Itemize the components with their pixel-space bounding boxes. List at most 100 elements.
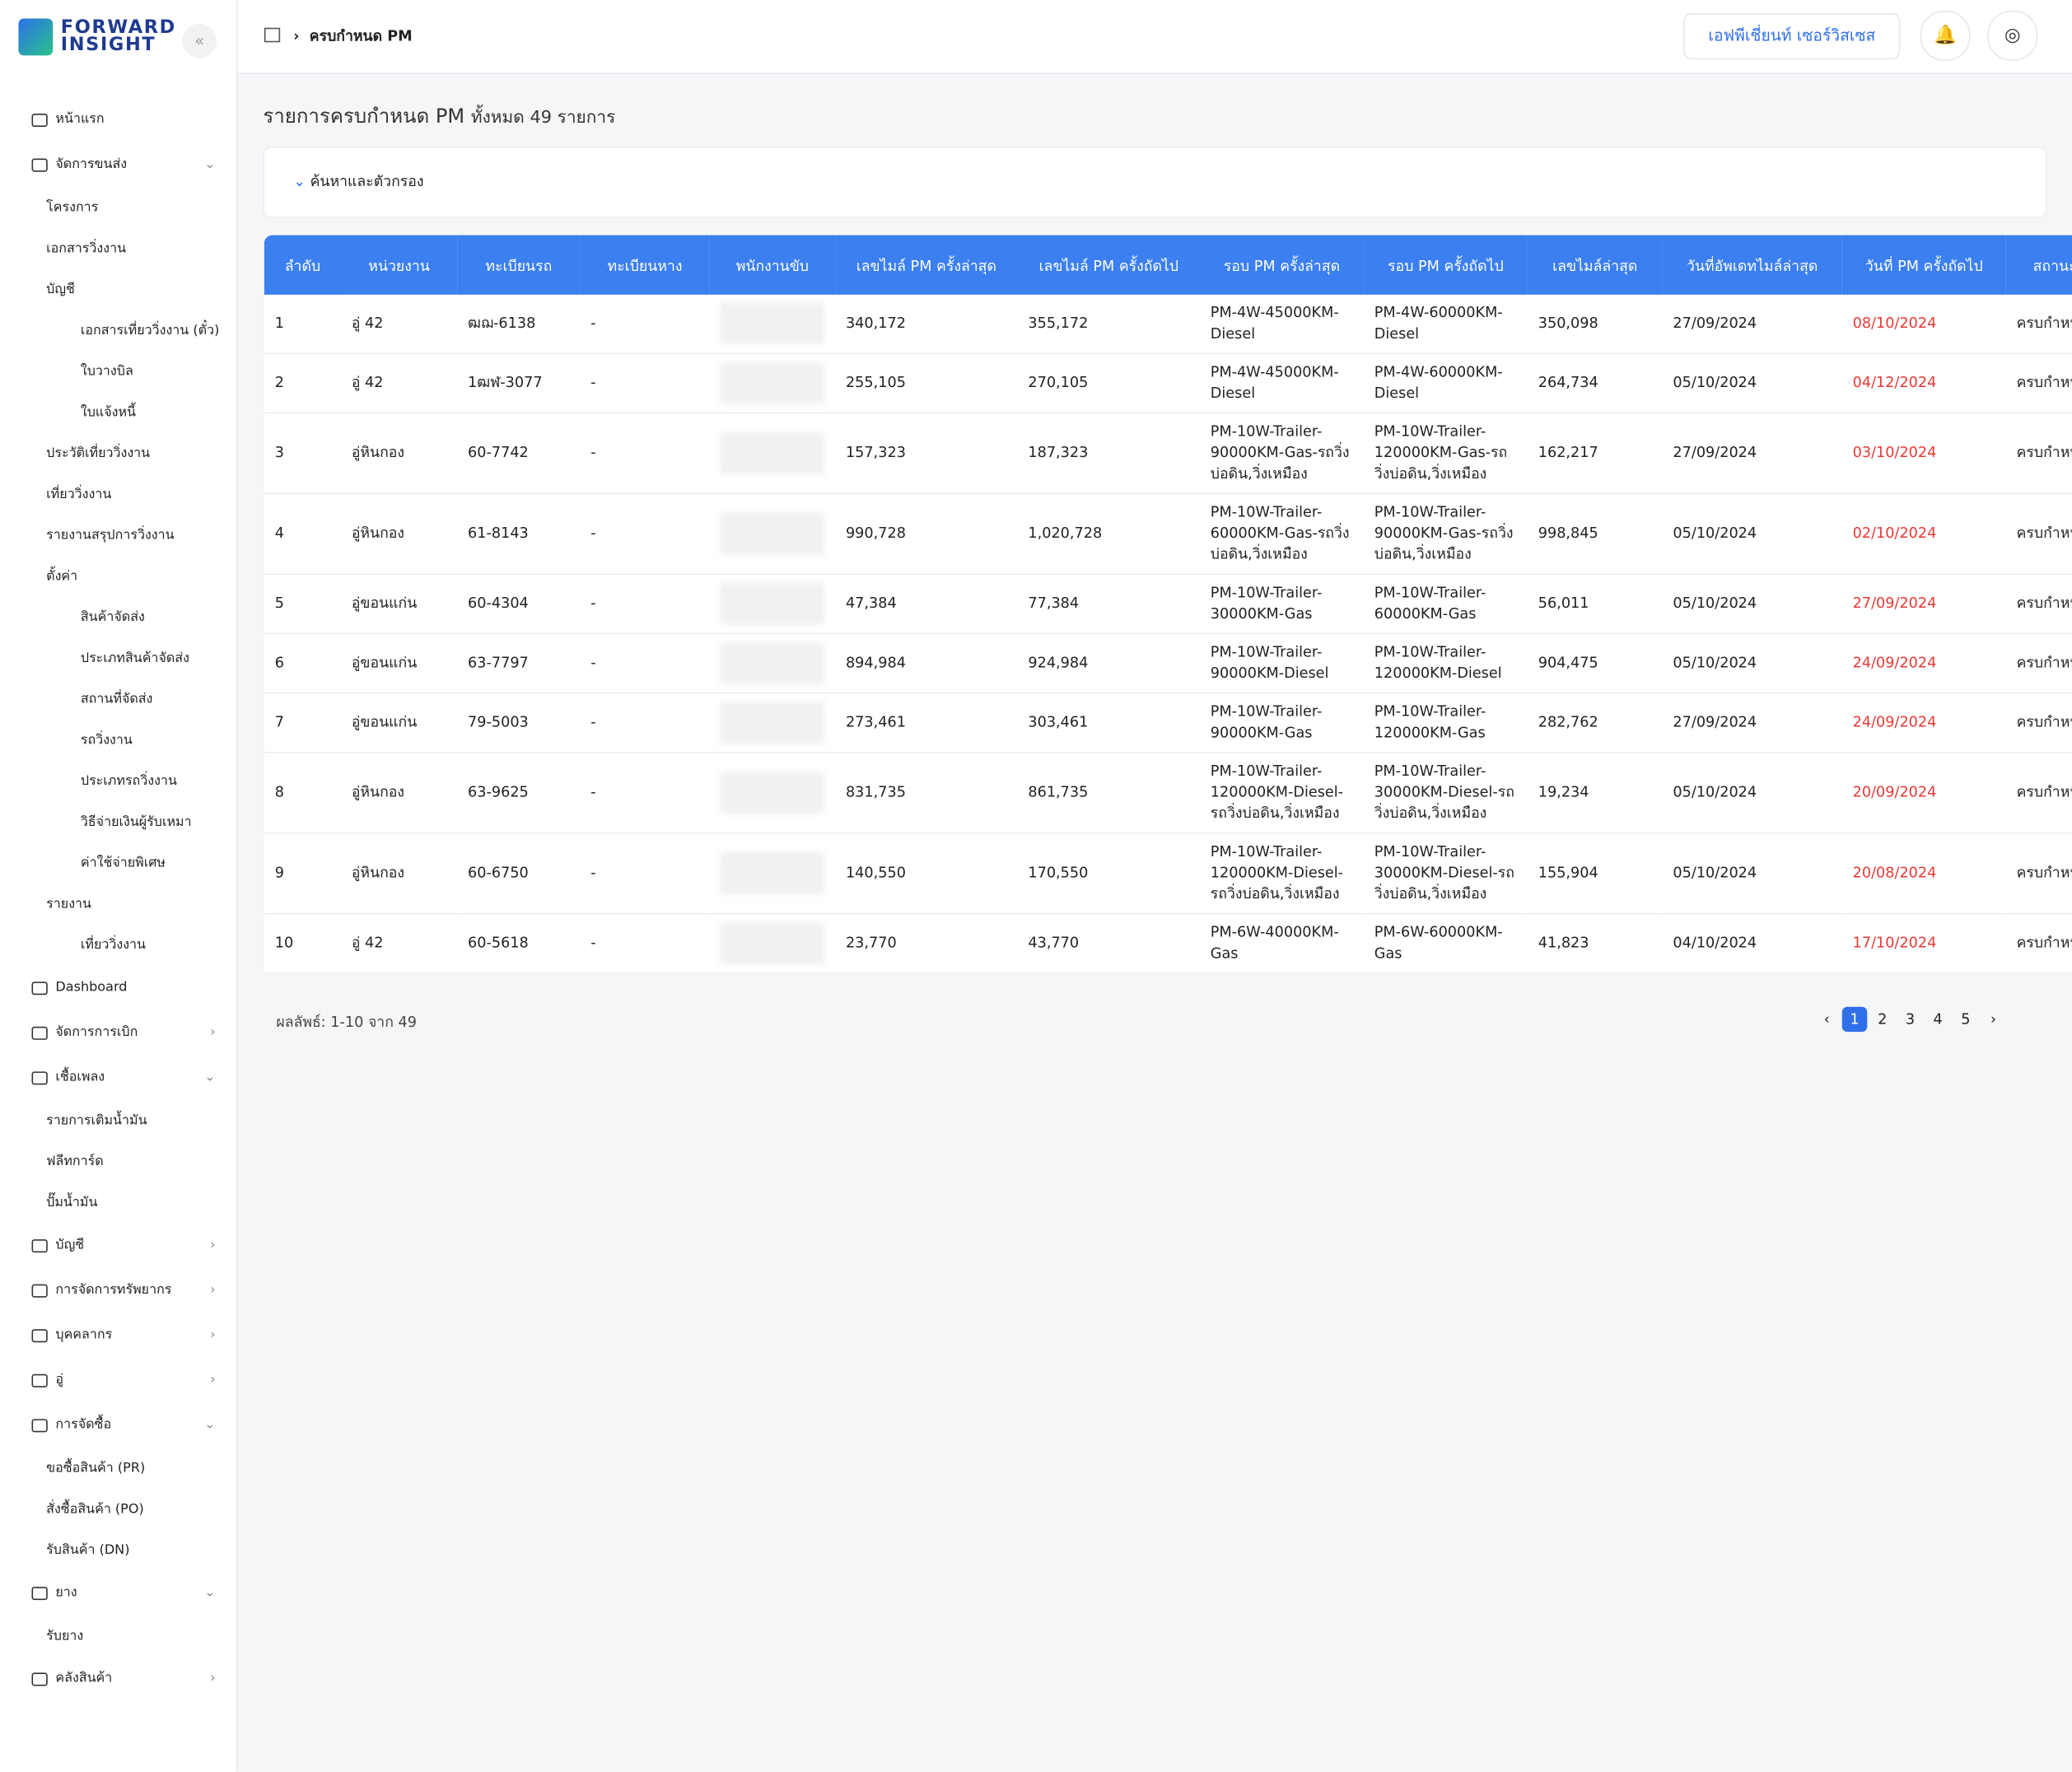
cell: 990,728 bbox=[835, 493, 1018, 575]
menu-item[interactable]: การจัดการทรัพยากร › bbox=[0, 1268, 236, 1313]
menu-item[interactable]: ปั๊มน้ำมัน bbox=[0, 1182, 236, 1224]
cell: 340,172 bbox=[835, 294, 1018, 355]
menu-item[interactable]: สั่งซื้อสินค้า (PO) bbox=[0, 1489, 236, 1530]
cell: 77,384 bbox=[1017, 574, 1200, 635]
menu-item[interactable]: เชื้อเพลง ⌄ bbox=[0, 1056, 236, 1101]
menu-item[interactable]: Dashboard bbox=[0, 966, 236, 1011]
column-header: เลขไมล์ PM ครั้งล่าสุด bbox=[835, 235, 1018, 295]
redacted bbox=[720, 431, 825, 475]
title: รายการครบกำหนด PM bbox=[263, 104, 465, 128]
cell: PM-10W-Trailer-90000KM-Gas bbox=[1199, 692, 1364, 753]
menu-item[interactable]: บัญชี bbox=[0, 269, 236, 310]
breadcrumb: › ครบกำหนด PM bbox=[264, 24, 413, 48]
prev-page[interactable]: ‹ bbox=[1823, 1010, 1830, 1028]
cell: 1ฒฬ-3077 bbox=[457, 353, 581, 414]
cell: อู่หินกอง bbox=[340, 832, 458, 915]
menu-item[interactable]: เอกสารวิ่งงาน bbox=[0, 229, 236, 270]
menu-item[interactable]: บัญชี › bbox=[0, 1224, 236, 1269]
menu-item[interactable]: ใบวางบิล bbox=[0, 352, 236, 393]
cell: อู่ 42 bbox=[340, 913, 458, 974]
cell: ครบกำหนด bbox=[2005, 574, 2072, 635]
cell: 355,172 bbox=[1017, 294, 1200, 355]
menu-item[interactable]: ใบแจ้งหนี้ bbox=[0, 393, 236, 434]
menu-label: เอกสารเที่ยววิ่งงาน (ตั๋ว) bbox=[80, 324, 220, 338]
menu-label: ขอซื้อสินค้า (PR) bbox=[46, 1461, 146, 1476]
collapse-button[interactable]: « bbox=[182, 23, 217, 58]
cell: - bbox=[580, 692, 710, 753]
menu-item[interactable]: ตั้งค่า bbox=[0, 557, 236, 598]
menu-item[interactable]: รถวิ่งงาน bbox=[0, 720, 236, 762]
menu-label: สั่งซื้อสินค้า (PO) bbox=[46, 1502, 144, 1518]
menu-item[interactable]: บุคคลากร › bbox=[0, 1313, 236, 1359]
cell: 60-7742 bbox=[457, 413, 581, 495]
cell: PM-10W-Trailer-30000KM-Diesel-รถวิ่งบ่อด… bbox=[1363, 832, 1528, 915]
menu-item[interactable]: โครงการ bbox=[0, 188, 236, 229]
cell: อู่ 42 bbox=[340, 294, 458, 355]
cell: 61-8143 bbox=[457, 493, 581, 575]
driver-cell bbox=[709, 574, 836, 635]
menu-label: ฟลีทการ์ด bbox=[46, 1154, 104, 1170]
menu-item[interactable]: รายงานสรุปการวิ่งงาน bbox=[0, 515, 236, 557]
menu-item[interactable]: ประวัติเที่ยววิ่งงาน bbox=[0, 433, 236, 474]
menu-item[interactable]: ยาง ⌄ bbox=[0, 1571, 236, 1616]
menu-label: อู่ bbox=[55, 1373, 64, 1387]
menu-item[interactable]: การจัดซื้อ ⌄ bbox=[0, 1403, 236, 1448]
menu-item[interactable]: รายงาน bbox=[0, 884, 236, 925]
cell: 255,105 bbox=[835, 353, 1018, 414]
page-button[interactable]: 3 bbox=[1905, 1010, 1916, 1028]
cell: 60-4304 bbox=[457, 574, 581, 635]
menu-item[interactable]: จัดการการเบิก › bbox=[0, 1011, 236, 1056]
cell: 63-9625 bbox=[457, 752, 581, 834]
menu-item[interactable]: ฟลีทการ์ด bbox=[0, 1141, 236, 1182]
page-button[interactable]: 1 bbox=[1841, 1006, 1868, 1033]
menu-item[interactable]: เที่ยววิ่งงาน bbox=[0, 474, 236, 515]
menu-item[interactable]: ค่าใช้จ่ายพิเศษ bbox=[0, 843, 236, 884]
menu-item[interactable]: หน้าแรก bbox=[0, 98, 236, 143]
column-header: รอบ PM ครั้งถัดไป bbox=[1363, 235, 1528, 295]
cell: 63-7797 bbox=[457, 633, 581, 694]
menu-label: ประเภทสินค้าจัดส่ง bbox=[80, 651, 189, 666]
notifications[interactable]: 🔔 bbox=[1920, 10, 1971, 61]
cell: ฒฌ-6138 bbox=[457, 294, 581, 355]
filter-panel[interactable]: ⌄ ค้นหาและตัวกรอง bbox=[263, 147, 2047, 218]
menu-item[interactable]: สถานที่จัดส่ง bbox=[0, 679, 236, 720]
cell: 9 bbox=[264, 832, 341, 915]
page-button[interactable]: 5 bbox=[1961, 1010, 1971, 1028]
menu-item[interactable]: สินค้าจัดส่ง bbox=[0, 597, 236, 638]
cell: PM-10W-Trailer-120000KM-Diesel-รถวิ่งบ่อ… bbox=[1199, 752, 1364, 834]
menu-item[interactable]: รับยาง bbox=[0, 1616, 236, 1657]
filter-label: ค้นหาและตัวกรอง bbox=[310, 173, 424, 191]
menu-item[interactable]: ขอซื้อสินค้า (PR) bbox=[0, 1448, 236, 1490]
company-select[interactable]: เอฟพีเชี่ยนท์ เซอร์วิสเซส bbox=[1683, 13, 1901, 60]
menu-item[interactable]: จัดการขนส่ง ⌄ bbox=[0, 142, 236, 188]
cell: 998,845 bbox=[1527, 493, 1663, 575]
menu-label: รายงานสรุปการวิ่งงาน bbox=[46, 528, 175, 543]
menu-item[interactable]: ประเภทสินค้าจัดส่ง bbox=[0, 638, 236, 679]
menu-item[interactable]: วิธีจ่ายเงินผู้รับเหมา bbox=[0, 802, 236, 843]
cell: 60-6750 bbox=[457, 832, 581, 915]
menu-label: จัดการขนส่ง bbox=[55, 156, 128, 172]
menu-item[interactable]: รายการเติมน้ำมัน bbox=[0, 1101, 236, 1142]
page-button[interactable]: 4 bbox=[1933, 1010, 1943, 1028]
cell: 08/10/2024 bbox=[1841, 294, 2006, 355]
cell: PM-6W-60000KM-Gas bbox=[1363, 913, 1528, 974]
redacted bbox=[720, 582, 825, 625]
menu-icon bbox=[31, 1587, 48, 1601]
chevron: › bbox=[210, 1671, 216, 1686]
menu-item[interactable]: อู่ › bbox=[0, 1359, 236, 1404]
menu-item[interactable]: เที่ยววิ่งงาน bbox=[0, 925, 236, 966]
profile[interactable]: ◎ bbox=[1987, 10, 2038, 61]
page-button[interactable]: 2 bbox=[1878, 1010, 1888, 1028]
menu-icon bbox=[31, 1329, 48, 1343]
menu-item[interactable]: ประเภทรถวิ่งงาน bbox=[0, 761, 236, 802]
menu-item[interactable]: รับสินค้า (DN) bbox=[0, 1530, 236, 1571]
cell: - bbox=[580, 832, 710, 915]
menu-item[interactable]: เอกสารเที่ยววิ่งงาน (ตั๋ว) bbox=[0, 310, 236, 352]
next-page[interactable]: › bbox=[1990, 1010, 1997, 1028]
cell: อู่ 42 bbox=[340, 353, 458, 414]
count: ทั้งหมด 49 รายการ bbox=[470, 108, 616, 128]
menu-item[interactable]: คลังสินค้า › bbox=[0, 1657, 236, 1702]
cell: 162,217 bbox=[1527, 413, 1663, 495]
cell: อู่ขอนแก่น bbox=[340, 692, 458, 753]
